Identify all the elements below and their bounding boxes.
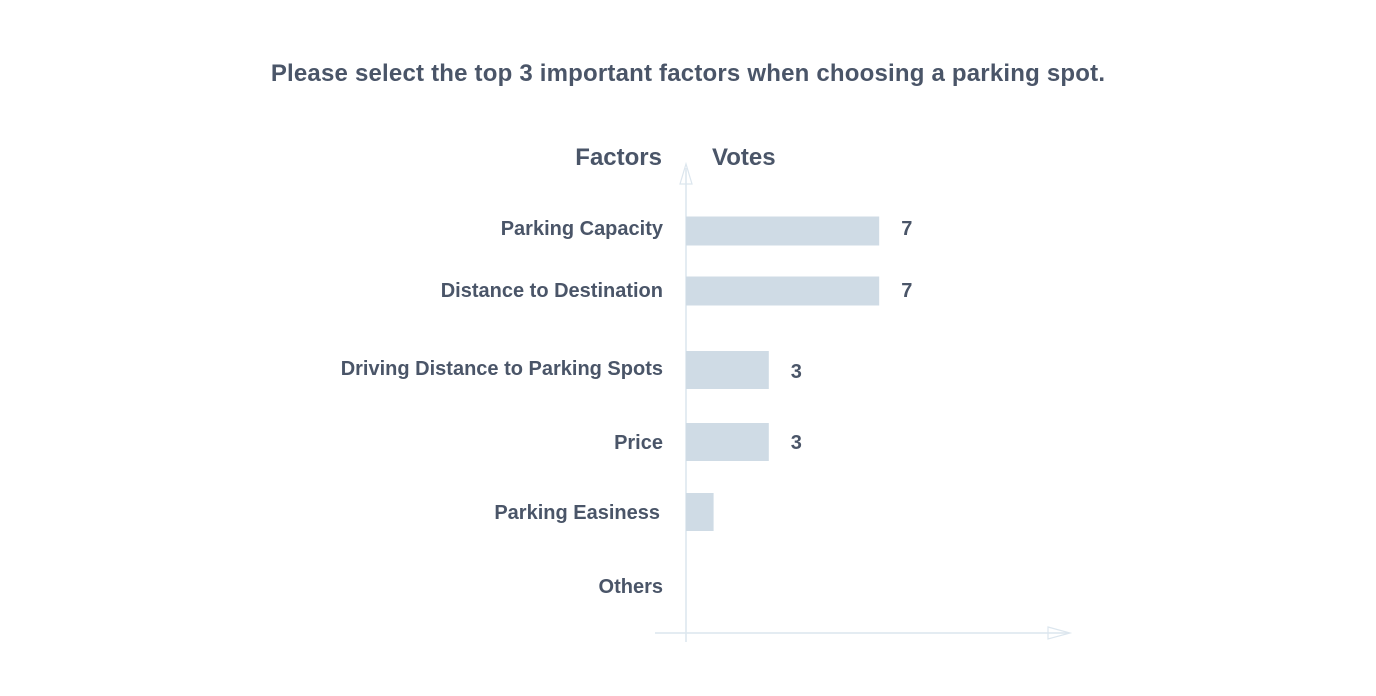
bar [686, 216, 880, 246]
category-label: Price [614, 432, 663, 454]
category-label: Parking Easiness [494, 502, 660, 524]
bar [686, 493, 714, 531]
bars: Parking Capacity 7 Distance to Destination… [341, 216, 912, 598]
value-label: 7 [901, 218, 912, 240]
bar [686, 423, 769, 461]
axes [655, 161, 1073, 642]
category-label: Distance to Destination [441, 280, 663, 302]
category-label: Others [599, 576, 663, 598]
y-axis-arrow [679, 161, 693, 185]
x-axis-arrow [1047, 626, 1073, 640]
value-label: 7 [901, 280, 912, 302]
value-label: 3 [791, 432, 802, 454]
bar [686, 351, 769, 389]
category-label: Driving Distance to Parking Spots [341, 358, 663, 380]
category-label: Parking Capacity [501, 218, 664, 240]
bar [686, 276, 880, 306]
x-axis-title: Votes [712, 144, 776, 171]
value-label: 3 [791, 361, 802, 383]
chart-title: Please select the top 3 important factor… [270, 60, 1106, 87]
y-axis-title: Factors [575, 144, 662, 171]
